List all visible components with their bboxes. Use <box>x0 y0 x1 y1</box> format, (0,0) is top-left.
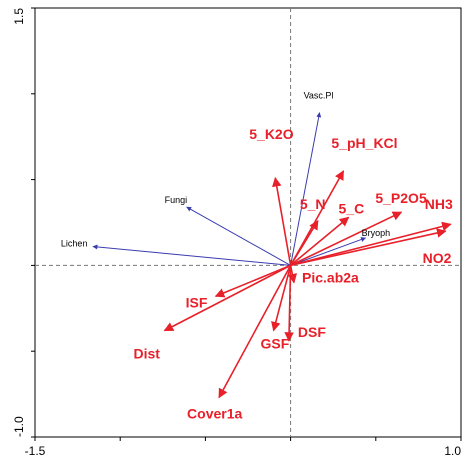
env-arrow <box>219 265 291 397</box>
env-label: 5_K2O <box>249 126 293 142</box>
env-label: 5_N <box>300 196 326 212</box>
species-label: Fungi <box>165 195 188 205</box>
env-label: 5_P2O5 <box>375 190 427 206</box>
env-label: 5_C <box>339 200 365 216</box>
y-tick-label-max: 1.5 <box>12 8 26 25</box>
env-arrow <box>275 178 290 266</box>
env-label: DSF <box>298 324 326 340</box>
x-tick-label-max: 1.0 <box>444 444 461 458</box>
env-arrow <box>289 265 291 341</box>
env-arrow <box>165 265 291 330</box>
species-label: Bryoph <box>362 228 391 238</box>
species-label: Lichen <box>61 239 88 249</box>
env-arrow <box>216 265 291 296</box>
env-label: 5_pH_KCl <box>331 135 397 151</box>
env-arrow <box>274 265 291 330</box>
env-label: NH3 <box>425 196 453 212</box>
env-label: Cover1a <box>187 406 242 422</box>
env-label: Pic.ab2a <box>302 270 359 286</box>
y-tick-label-min: -1.0 <box>12 416 26 437</box>
env-label: NO2 <box>423 250 452 266</box>
plot-frame <box>35 8 461 437</box>
env-label: GSF <box>261 336 290 352</box>
env-label: ISF <box>186 294 208 310</box>
x-tick-label-min: -1.5 <box>25 444 46 458</box>
species-arrow <box>93 247 291 266</box>
env-label: Dist <box>134 346 161 362</box>
species-label: Vasc.Pl <box>304 91 334 101</box>
